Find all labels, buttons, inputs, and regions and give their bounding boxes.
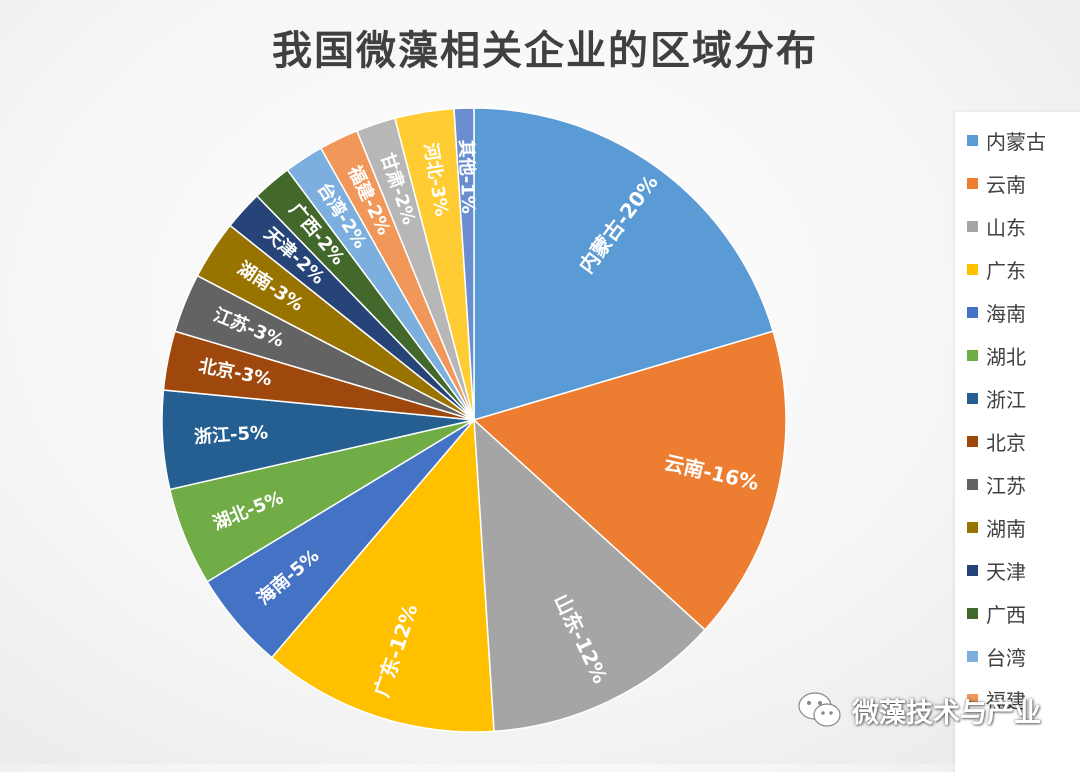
legend-swatch	[967, 521, 978, 533]
wechat-icon	[798, 692, 841, 727]
pie-slice-2	[473, 418, 707, 733]
chart-title: 我国微藻相关企业的区域分布	[272, 28, 818, 74]
watermark-text: 微藻技术与产业	[852, 697, 1041, 729]
pie-slice-0	[473, 107, 775, 422]
legend-label: 浙江	[986, 387, 1026, 412]
legend-item: 天津	[967, 555, 1026, 585]
legend-swatch	[967, 607, 978, 619]
legend-item: 内蒙古	[967, 125, 1046, 155]
legend-swatch	[967, 478, 978, 490]
legend-label: 北京	[986, 430, 1026, 455]
watermark: 微藻技术与产业	[796, 690, 1041, 730]
legend-label: 广东	[986, 258, 1026, 283]
legend-item: 云南	[967, 168, 1026, 198]
chart-legend: 内蒙古云南山东广东海南湖北浙江北京江苏湖南天津广西台湾福建	[955, 112, 1080, 772]
legend-item: 湖北	[967, 340, 1026, 370]
legend-label: 福建	[986, 688, 1026, 713]
legend-item: 江苏	[967, 469, 1026, 499]
slice-label-6: 浙江-5%	[193, 421, 268, 448]
legend-label: 山东	[986, 215, 1026, 240]
legend-label: 云南	[986, 172, 1026, 197]
legend-swatch	[967, 177, 978, 189]
legend-item: 湖南	[967, 512, 1026, 542]
legend-swatch	[967, 306, 978, 318]
legend-swatch	[967, 220, 978, 232]
legend-item: 广西	[967, 598, 1026, 628]
legend-item: 广东	[967, 254, 1026, 284]
legend-swatch	[967, 134, 978, 146]
legend-label: 广西	[986, 602, 1026, 627]
legend-label: 海南	[986, 301, 1026, 326]
legend-label: 江苏	[986, 473, 1026, 498]
pie-slice-16	[453, 107, 475, 421]
pie-chart: 内蒙古-20%云南-16%山东-12%广东-12%海南-5%湖北-5%浙江-5%…	[161, 107, 787, 733]
legend-swatch	[967, 693, 978, 705]
legend-item: 福建	[967, 684, 1026, 714]
legend-swatch	[967, 349, 978, 361]
legend-label: 湖南	[986, 516, 1026, 541]
legend-item: 北京	[967, 426, 1026, 456]
legend-item: 山东	[967, 211, 1026, 241]
legend-item: 海南	[967, 297, 1026, 327]
slice-label-16: 其他-1%	[455, 139, 479, 214]
legend-label: 天津	[986, 559, 1026, 584]
pie-slice-1	[472, 330, 787, 631]
pie-slice-3	[270, 418, 495, 733]
legend-label: 台湾	[986, 645, 1026, 670]
legend-swatch	[967, 392, 978, 404]
legend-item: 浙江	[967, 383, 1026, 413]
legend-swatch	[967, 564, 978, 576]
legend-swatch	[967, 650, 978, 662]
legend-swatch	[967, 435, 978, 447]
legend-swatch	[967, 263, 978, 275]
legend-label: 湖北	[986, 344, 1026, 369]
legend-label: 内蒙古	[986, 129, 1046, 154]
legend-item: 台湾	[967, 641, 1026, 671]
